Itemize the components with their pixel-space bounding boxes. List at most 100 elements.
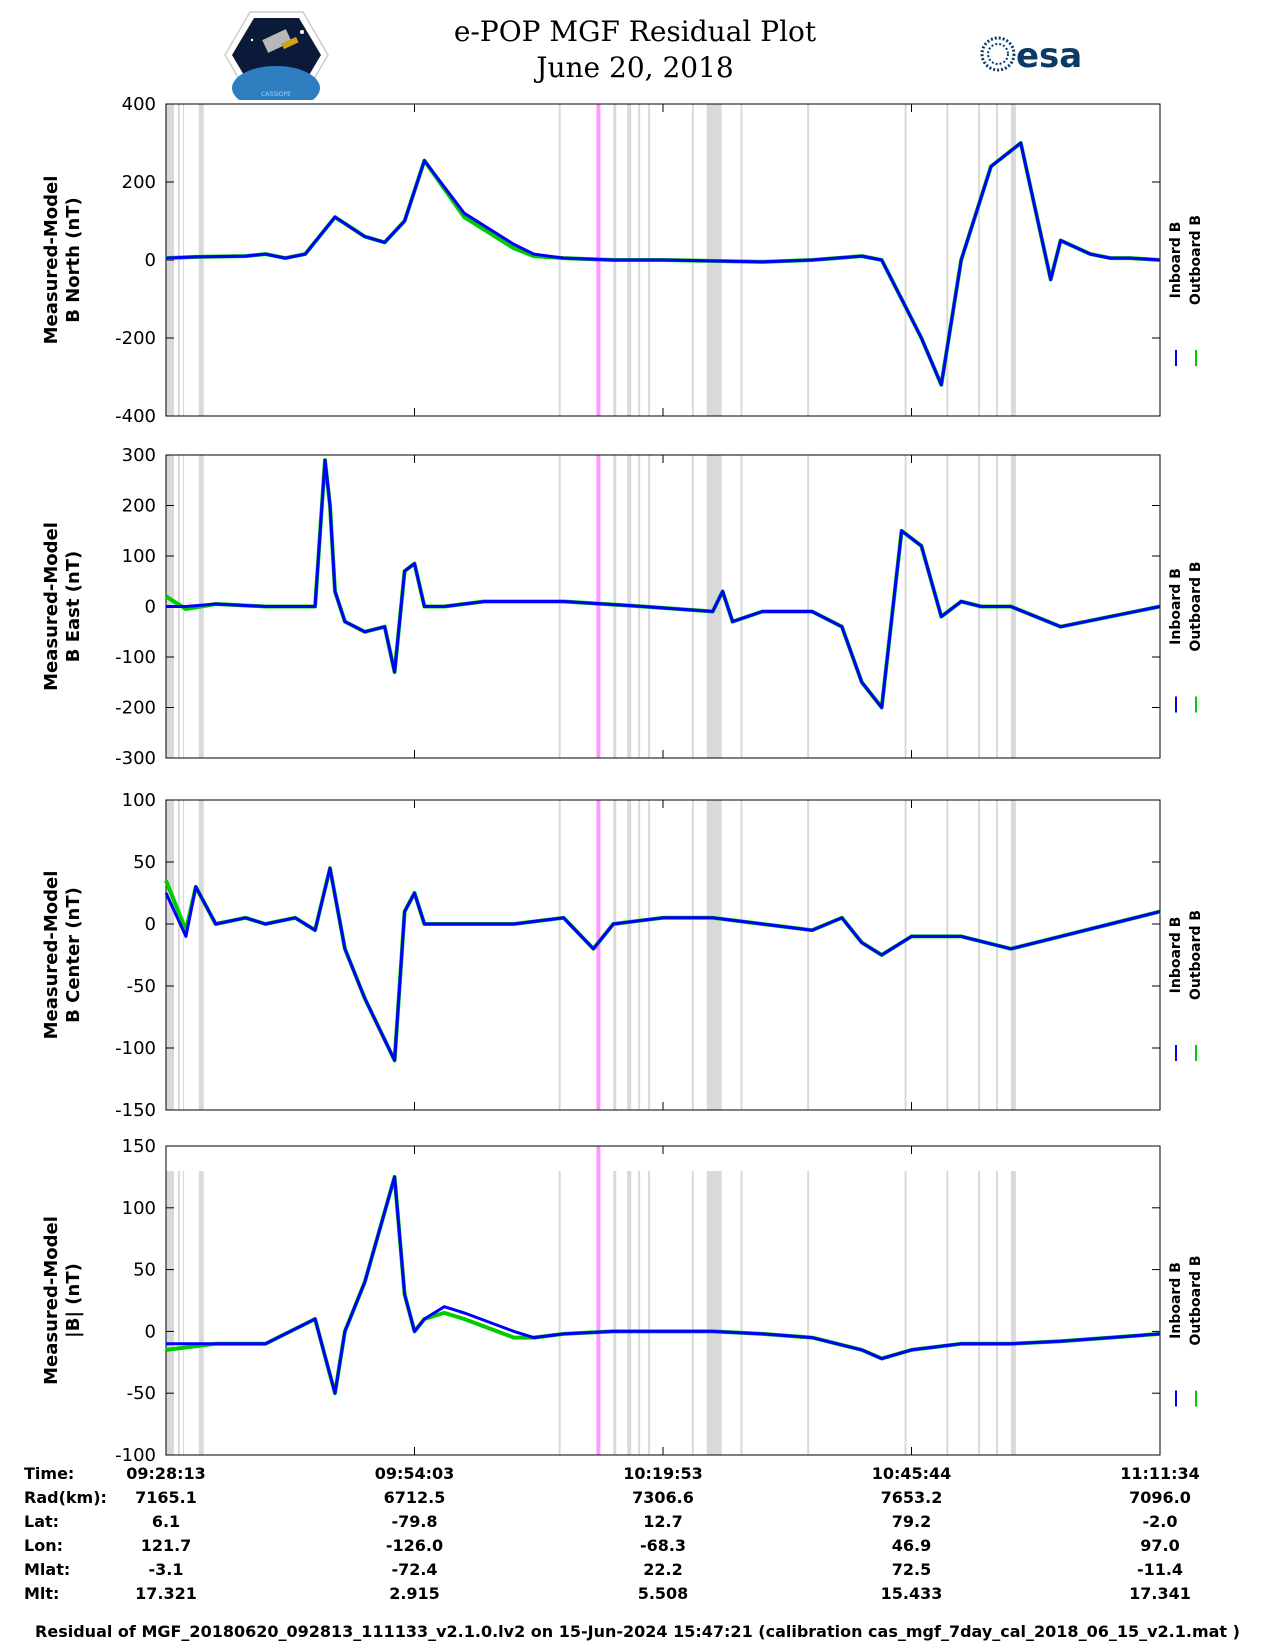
y-tick-label: 0	[145, 250, 156, 271]
ephemeris-value: 17.321	[135, 1584, 197, 1603]
y-axis-label: Measured-ModelB North (nT)	[41, 176, 84, 345]
y-tick-label: 200	[122, 172, 156, 193]
y-axis-label: Measured-Model|B| (nT)	[41, 1216, 84, 1385]
gap-band	[740, 455, 743, 758]
gap-band	[166, 800, 174, 1110]
cassiope-logo-caption: CASSIOPE	[261, 91, 291, 98]
esa-logo: esa	[980, 36, 1082, 76]
gap-band	[638, 800, 641, 1110]
ephemeris-row-name: Rad(km):	[24, 1488, 107, 1507]
title-date: June 20, 2018	[536, 51, 734, 84]
gap-band	[978, 800, 981, 1110]
gap-band	[198, 104, 204, 416]
y-axis-label-line2: |B| (nT)	[63, 1263, 84, 1338]
ephemeris-row-name: Lon:	[24, 1536, 63, 1555]
y-axis-label-line2: B North (nT)	[63, 197, 84, 323]
gap-band	[627, 1171, 632, 1455]
y-tick-label: -300	[115, 748, 156, 769]
ephemeris-value: 10:45:44	[871, 1464, 952, 1483]
time-marker	[596, 1146, 601, 1455]
y-tick-label: 0	[145, 597, 156, 618]
gap-band	[182, 800, 185, 1110]
ephemeris-value: -3.1	[148, 1560, 184, 1579]
ephemeris-value: 2.915	[389, 1584, 440, 1603]
gap-band	[198, 1171, 204, 1455]
gap-band	[627, 800, 632, 1110]
gap-band	[558, 455, 561, 758]
panel-2: 300 200 100 0 -100 -200 -300 Measured-ModelB Ea…	[41, 445, 1204, 769]
gap-band	[807, 455, 810, 758]
y-tick-label: -50	[127, 976, 156, 997]
y-tick-label: 400	[122, 94, 156, 115]
y-axis-label: Measured-ModelB East (nT)	[41, 522, 84, 691]
time-marker	[596, 455, 601, 758]
legend-outboard-label: Outboard B	[1188, 1255, 1204, 1345]
y-tick-label: 50	[133, 852, 156, 873]
gap-band	[691, 1171, 694, 1455]
ephemeris-value: 7096.0	[1129, 1488, 1191, 1507]
gap-band	[613, 800, 617, 1110]
gap-band	[904, 1171, 907, 1455]
y-tick-label: 50	[133, 1260, 156, 1281]
gap-band	[995, 104, 998, 416]
ephemeris-row-name: Time:	[24, 1464, 75, 1483]
y-tick-label: 200	[122, 496, 156, 517]
legend-outboard-label: Outboard B	[1188, 910, 1204, 1000]
y-tick-label: -150	[115, 1100, 156, 1121]
gap-band	[1010, 104, 1016, 416]
gap-band	[558, 1171, 561, 1455]
legend-inboard-label: Inboard B	[1168, 568, 1184, 645]
legend-inboard-label: Inboard B	[1168, 222, 1184, 299]
ephemeris-value: -68.3	[639, 1536, 687, 1555]
ephemeris-value: 97.0	[1140, 1536, 1180, 1555]
y-tick-label: -100	[115, 1445, 156, 1466]
ephemeris-value: 17.341	[1129, 1584, 1191, 1603]
legend-outboard-label: Outboard B	[1188, 561, 1204, 651]
gap-band	[638, 1171, 641, 1455]
gap-band	[946, 800, 949, 1110]
y-axis-label-line2: B East (nT)	[63, 551, 84, 663]
ephemeris-row-name: Mlt:	[24, 1584, 60, 1603]
series-line-inboard	[164, 866, 1161, 1062]
y-axis-label-line2: B Center (nT)	[63, 887, 84, 1023]
legend-inboard-label: Inboard B	[1168, 917, 1184, 994]
series-line-inboard	[166, 1175, 1161, 1395]
gap-band	[995, 800, 998, 1110]
title-text: e-POP MGF Residual Plot	[453, 15, 817, 48]
y-axis-label-line1: Measured-Model	[41, 522, 62, 691]
gap-band	[995, 1171, 998, 1455]
panel-4: 150 100 50 0 -50 -100 Measured-Model|B| (nT) In…	[41, 1136, 1204, 1466]
y-tick-label: 100	[122, 1198, 156, 1219]
gap-band	[177, 1171, 180, 1455]
y-tick-label: -100	[115, 647, 156, 668]
ephemeris-value: 46.9	[891, 1536, 932, 1555]
ephemeris-value: 09:28:13	[126, 1464, 206, 1483]
gap-band	[904, 455, 907, 758]
y-tick-label: 100	[122, 790, 156, 811]
gap-band	[978, 1171, 981, 1455]
ephemeris-row: Lon: 121.7 -126.0 -68.3 46.9 97.0	[0, 1536, 1275, 1560]
gap-band	[740, 1171, 743, 1455]
ephemeris-value: -11.4	[1136, 1560, 1184, 1579]
gap-band	[691, 800, 694, 1110]
y-tick-label: 300	[122, 445, 156, 466]
gap-band	[691, 455, 694, 758]
y-axis-label-line1: Measured-Model	[41, 176, 62, 345]
ephemeris-value: 5.508	[637, 1584, 689, 1603]
gap-band	[177, 104, 180, 416]
ephemeris-value: -72.4	[391, 1560, 438, 1579]
esa-swirl-icon	[980, 36, 1016, 72]
gap-band	[904, 800, 907, 1110]
ephemeris-value: 7653.2	[880, 1488, 943, 1507]
series-line-inboard	[165, 141, 1161, 387]
ephemeris-row: Time: 09:28:13 09:54:03 10:19:53 10:45:44 11:…	[0, 1464, 1275, 1488]
gap-band	[706, 1171, 722, 1455]
y-tick-label: 0	[145, 914, 156, 935]
gap-band	[198, 800, 204, 1110]
gap-band	[807, 1171, 810, 1455]
ephemeris-value: -126.0	[385, 1536, 444, 1555]
ephemeris-value: 6712.5	[383, 1488, 446, 1507]
ephemeris-value: 72.5	[891, 1560, 932, 1579]
gap-band	[904, 104, 907, 416]
